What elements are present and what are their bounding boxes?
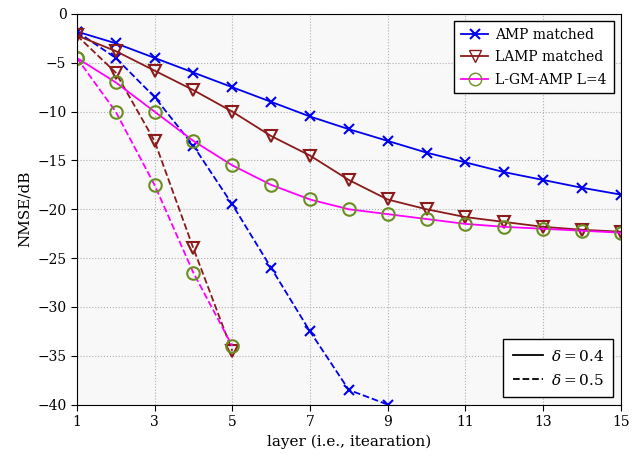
X-axis label: layer (i.e., itearation): layer (i.e., itearation) (267, 434, 431, 449)
Y-axis label: NMSE/dB: NMSE/dB (17, 171, 31, 247)
Legend: $\delta = 0.4$, $\delta = 0.5$: $\delta = 0.4$, $\delta = 0.5$ (503, 339, 613, 397)
